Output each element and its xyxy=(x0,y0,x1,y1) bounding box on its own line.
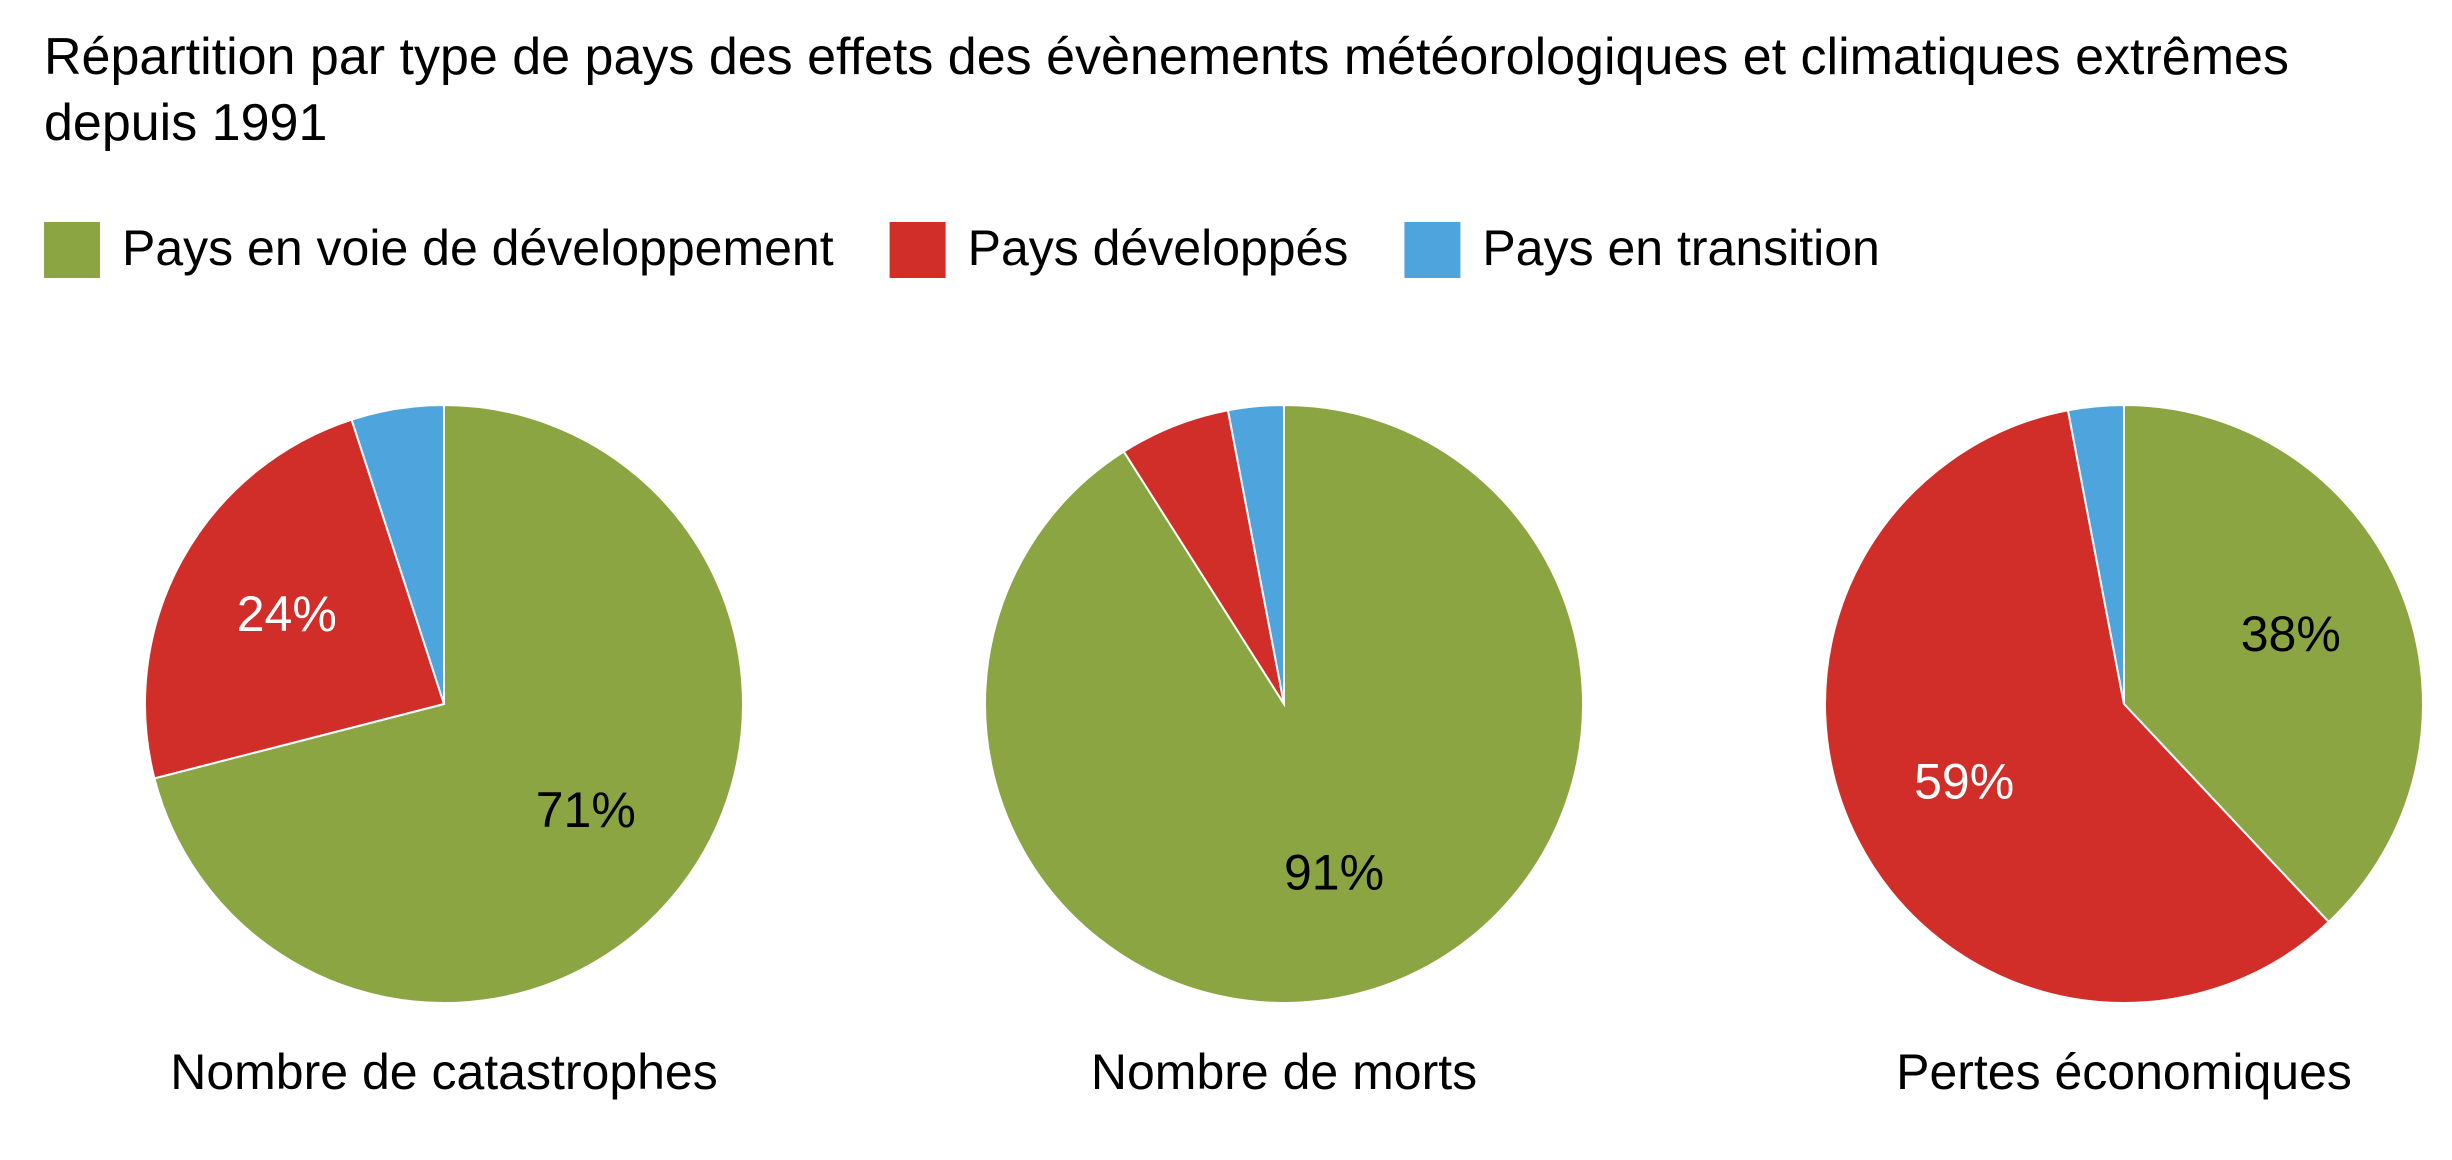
pie-slice xyxy=(984,403,1584,1004)
data-label: 24% xyxy=(237,586,337,642)
legend-label: Pays en transition xyxy=(1482,220,1879,276)
data-label: 38% xyxy=(2241,606,2341,662)
pie-slice xyxy=(153,403,744,1004)
pie-slice xyxy=(350,403,445,705)
chart-title: Répartition par type de pays des effets … xyxy=(44,28,2289,152)
pie-title: Pertes économiques xyxy=(1896,1044,2352,1100)
pie-title: Nombre de catastrophes xyxy=(170,1044,718,1100)
data-label: 71% xyxy=(536,782,636,838)
data-label: 91% xyxy=(1284,844,1384,900)
pie-slice xyxy=(1824,409,2331,1004)
legend-swatch xyxy=(44,222,100,278)
legend-label: Pays développés xyxy=(968,220,1349,276)
pie-slice xyxy=(1226,403,1285,705)
pie-slice xyxy=(144,418,446,780)
pie-slice xyxy=(2123,403,2424,924)
legend-swatch xyxy=(889,222,946,278)
pie-slice xyxy=(2066,403,2125,705)
legend-label: Pays en voie de développement xyxy=(122,220,834,276)
legend-swatch xyxy=(1404,222,1461,278)
pie-title: Nombre de morts xyxy=(1091,1044,1477,1100)
data-label: 59% xyxy=(1914,754,2014,810)
